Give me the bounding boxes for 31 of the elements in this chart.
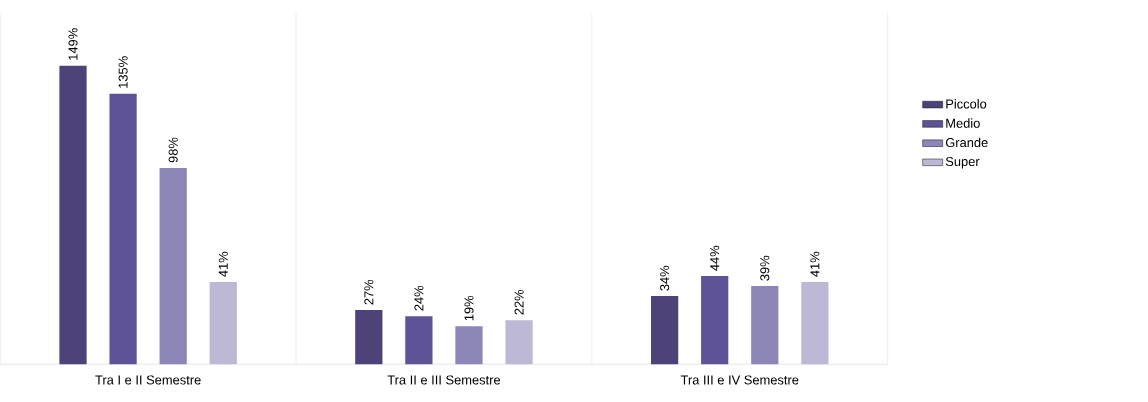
data-label: 24% (414, 285, 424, 311)
x-tick-label: Tra III e IV Semestre (680, 375, 799, 385)
x-tick-label: Tra I e II Semestre (95, 375, 201, 385)
data-label: 34% (660, 265, 670, 291)
data-label: 19% (464, 295, 474, 321)
data-label: 135% (118, 56, 128, 88)
data-label: 39% (760, 255, 770, 281)
legend-label: Piccolo (946, 98, 987, 109)
data-label: 27% (364, 279, 374, 305)
bar (209, 281, 237, 365)
legend-label: Medio (946, 118, 980, 128)
bar (651, 295, 679, 365)
bar (59, 65, 87, 365)
bar (505, 319, 533, 365)
data-label: 41% (810, 251, 820, 277)
bar (751, 285, 779, 365)
data-label: 44% (710, 245, 720, 271)
data-label: 22% (514, 289, 524, 315)
legend-label: Grande (945, 137, 988, 147)
data-label: 149% (68, 28, 78, 60)
bar (109, 93, 137, 365)
bar (159, 167, 187, 365)
legend-label: Super (945, 156, 980, 169)
bar (801, 281, 829, 365)
bar (701, 275, 729, 365)
bar (405, 315, 433, 365)
data-label: 41% (218, 251, 228, 277)
bar (355, 309, 383, 365)
data-label: 98% (168, 137, 178, 163)
x-tick-label: Tra II e III Semestre (387, 375, 501, 385)
bar (455, 325, 483, 365)
